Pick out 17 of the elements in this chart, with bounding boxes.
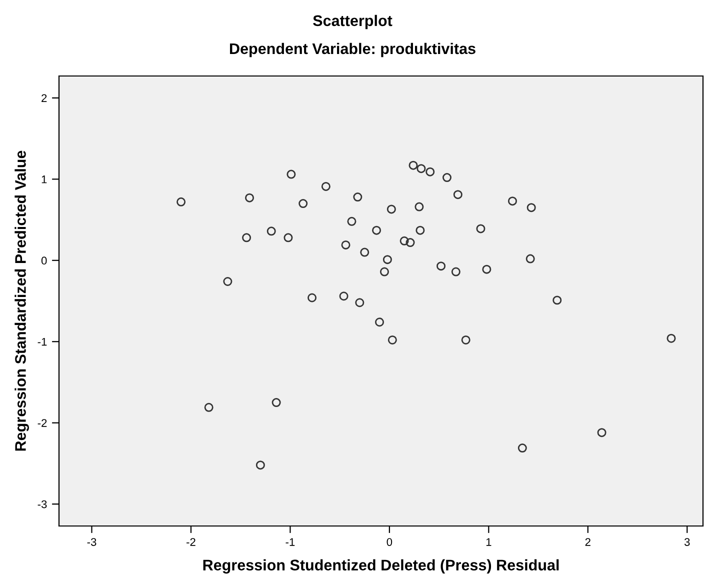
- y-axis-title: Regression Standardized Predicted Value: [14, 150, 29, 451]
- chart-title: Scatterplot: [313, 14, 392, 30]
- y-tick-label: 2: [42, 94, 47, 102]
- x-axis-title: Regression Studentized Deleted (Press) Residual: [203, 559, 559, 574]
- y-tick-label: -3: [38, 500, 47, 508]
- y-tick-label: 1: [42, 176, 47, 184]
- chart-subtitle: Dependent Variable: produktivitas: [230, 42, 476, 58]
- x-tick-label: 2: [585, 538, 590, 546]
- x-tick-label: 3: [684, 538, 690, 546]
- y-tick-label: -2: [38, 419, 47, 427]
- y-tick-label: -1: [38, 338, 47, 346]
- x-tick-label: -3: [87, 538, 96, 546]
- x-tick-label: 0: [386, 538, 392, 546]
- x-tick-label: -1: [286, 538, 295, 546]
- x-tick-label: -2: [186, 538, 196, 546]
- x-tick-label: 1: [486, 538, 492, 546]
- y-tick-label: 0: [41, 256, 47, 265]
